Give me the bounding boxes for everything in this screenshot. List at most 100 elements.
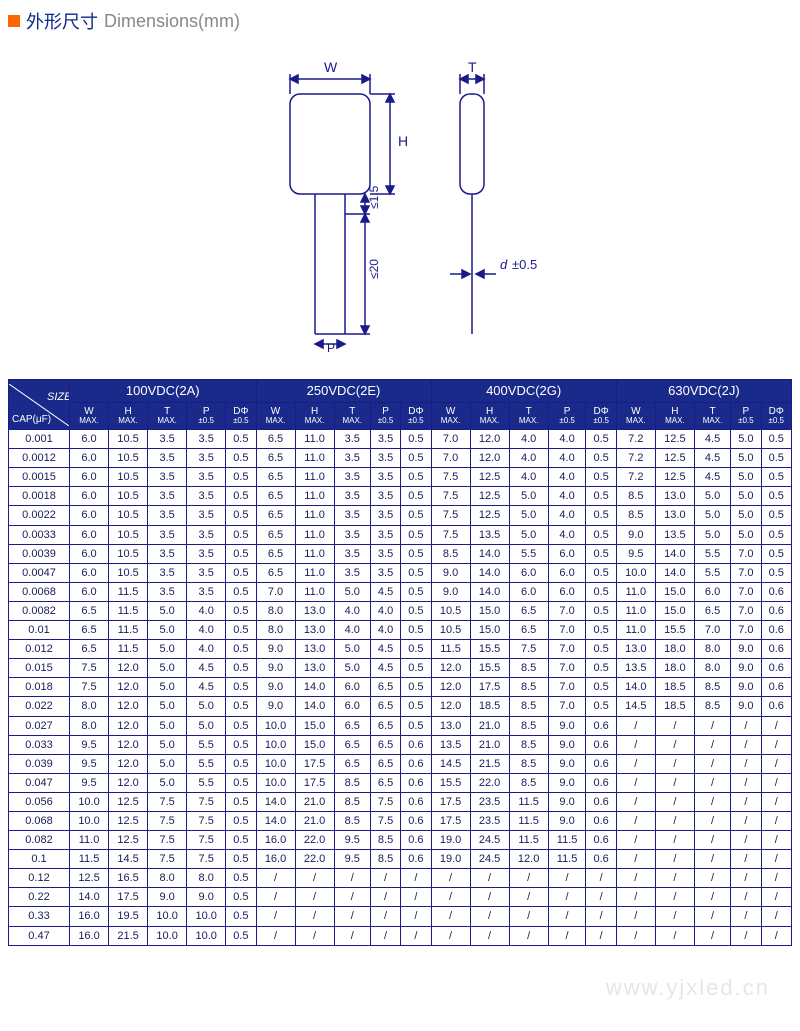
- value-cell: 4.5: [694, 449, 730, 468]
- value-cell: 18.5: [470, 697, 509, 716]
- value-cell: 10.5: [109, 506, 148, 525]
- table-row: 0.111.514.57.57.50.516.022.09.58.50.619.…: [9, 850, 792, 869]
- value-cell: 14.0: [655, 563, 694, 582]
- value-cell: 8.5: [334, 811, 370, 830]
- value-cell: 11.5: [509, 792, 548, 811]
- value-cell: 11.0: [70, 831, 109, 850]
- table-row: 0.00226.010.53.53.50.56.511.03.53.50.57.…: [9, 506, 792, 525]
- value-cell: 11.0: [295, 430, 334, 449]
- value-cell: 9.0: [431, 563, 470, 582]
- value-cell: 10.0: [187, 926, 226, 945]
- value-cell: /: [655, 869, 694, 888]
- value-cell: 13.5: [431, 735, 470, 754]
- value-cell: 3.5: [370, 544, 400, 563]
- value-cell: 10.5: [109, 430, 148, 449]
- value-cell: 0.5: [226, 907, 256, 926]
- value-cell: 3.5: [148, 544, 187, 563]
- value-cell: /: [509, 888, 548, 907]
- cap-cell: 0.015: [9, 659, 70, 678]
- value-cell: 18.0: [655, 640, 694, 659]
- value-cell: 8.0: [70, 716, 109, 735]
- value-cell: /: [295, 907, 334, 926]
- value-cell: 6.5: [256, 506, 295, 525]
- cap-cell: 0.12: [9, 869, 70, 888]
- value-cell: 15.5: [470, 640, 509, 659]
- value-cell: 14.5: [616, 697, 655, 716]
- value-cell: 11.5: [109, 582, 148, 601]
- value-cell: /: [655, 907, 694, 926]
- value-cell: /: [655, 888, 694, 907]
- value-cell: 6.5: [334, 754, 370, 773]
- value-cell: 11.5: [109, 640, 148, 659]
- value-cell: /: [731, 926, 761, 945]
- value-cell: 11.5: [70, 850, 109, 869]
- col-header: TMAX.: [509, 403, 548, 430]
- cap-cell: 0.047: [9, 773, 70, 792]
- value-cell: 8.5: [509, 773, 548, 792]
- value-cell: 5.0: [187, 697, 226, 716]
- value-cell: /: [401, 907, 431, 926]
- value-cell: 5.5: [694, 563, 730, 582]
- value-cell: 7.5: [509, 640, 548, 659]
- value-cell: 7.0: [548, 678, 586, 697]
- value-cell: 9.5: [70, 754, 109, 773]
- value-cell: 0.6: [401, 792, 431, 811]
- value-cell: 5.0: [509, 487, 548, 506]
- value-cell: 0.5: [761, 487, 792, 506]
- value-cell: 10.5: [109, 468, 148, 487]
- value-cell: 18.0: [655, 659, 694, 678]
- value-cell: 7.2: [616, 449, 655, 468]
- table-row: 0.00396.010.53.53.50.56.511.03.53.50.58.…: [9, 544, 792, 563]
- value-cell: 0.5: [226, 735, 256, 754]
- value-cell: /: [694, 735, 730, 754]
- value-cell: 15.5: [655, 621, 694, 640]
- value-cell: 6.5: [256, 525, 295, 544]
- value-cell: 6.0: [70, 487, 109, 506]
- value-cell: 21.5: [470, 754, 509, 773]
- value-cell: 12.5: [655, 449, 694, 468]
- value-cell: 0.5: [761, 563, 792, 582]
- col-header: DΦ±0.5: [586, 403, 616, 430]
- value-cell: 6.5: [70, 601, 109, 620]
- value-cell: 9.0: [431, 582, 470, 601]
- value-cell: 3.5: [334, 487, 370, 506]
- group-header: 100VDC(2A): [70, 380, 257, 403]
- value-cell: 0.5: [226, 754, 256, 773]
- value-cell: /: [256, 869, 295, 888]
- value-cell: /: [616, 716, 655, 735]
- value-cell: /: [694, 869, 730, 888]
- value-cell: /: [334, 869, 370, 888]
- value-cell: 3.5: [187, 525, 226, 544]
- value-cell: 10.5: [109, 525, 148, 544]
- value-cell: 0.6: [401, 831, 431, 850]
- value-cell: /: [761, 850, 792, 869]
- value-cell: 14.0: [295, 678, 334, 697]
- value-cell: 3.5: [148, 449, 187, 468]
- value-cell: 13.5: [655, 525, 694, 544]
- value-cell: /: [761, 811, 792, 830]
- value-cell: 0.5: [401, 449, 431, 468]
- title-bullet-icon: [8, 15, 20, 27]
- value-cell: /: [694, 811, 730, 830]
- cap-cell: 0.0015: [9, 468, 70, 487]
- value-cell: 19.5: [109, 907, 148, 926]
- value-cell: /: [334, 888, 370, 907]
- value-cell: 5.0: [334, 659, 370, 678]
- cap-cell: 0.056: [9, 792, 70, 811]
- value-cell: /: [731, 773, 761, 792]
- value-cell: 4.5: [694, 430, 730, 449]
- value-cell: 0.5: [761, 544, 792, 563]
- title-en: Dimensions(mm): [104, 11, 240, 32]
- value-cell: 4.5: [370, 640, 400, 659]
- table-row: 0.0278.012.05.05.00.510.015.06.56.50.513…: [9, 716, 792, 735]
- value-cell: 9.0: [187, 888, 226, 907]
- value-cell: 3.5: [148, 430, 187, 449]
- value-cell: /: [761, 754, 792, 773]
- value-cell: 4.5: [370, 582, 400, 601]
- value-cell: 0.6: [586, 716, 616, 735]
- value-cell: 9.0: [256, 697, 295, 716]
- value-cell: /: [401, 888, 431, 907]
- value-cell: 6.5: [70, 640, 109, 659]
- value-cell: 10.5: [431, 601, 470, 620]
- label-lead-len: ≤20: [367, 259, 381, 279]
